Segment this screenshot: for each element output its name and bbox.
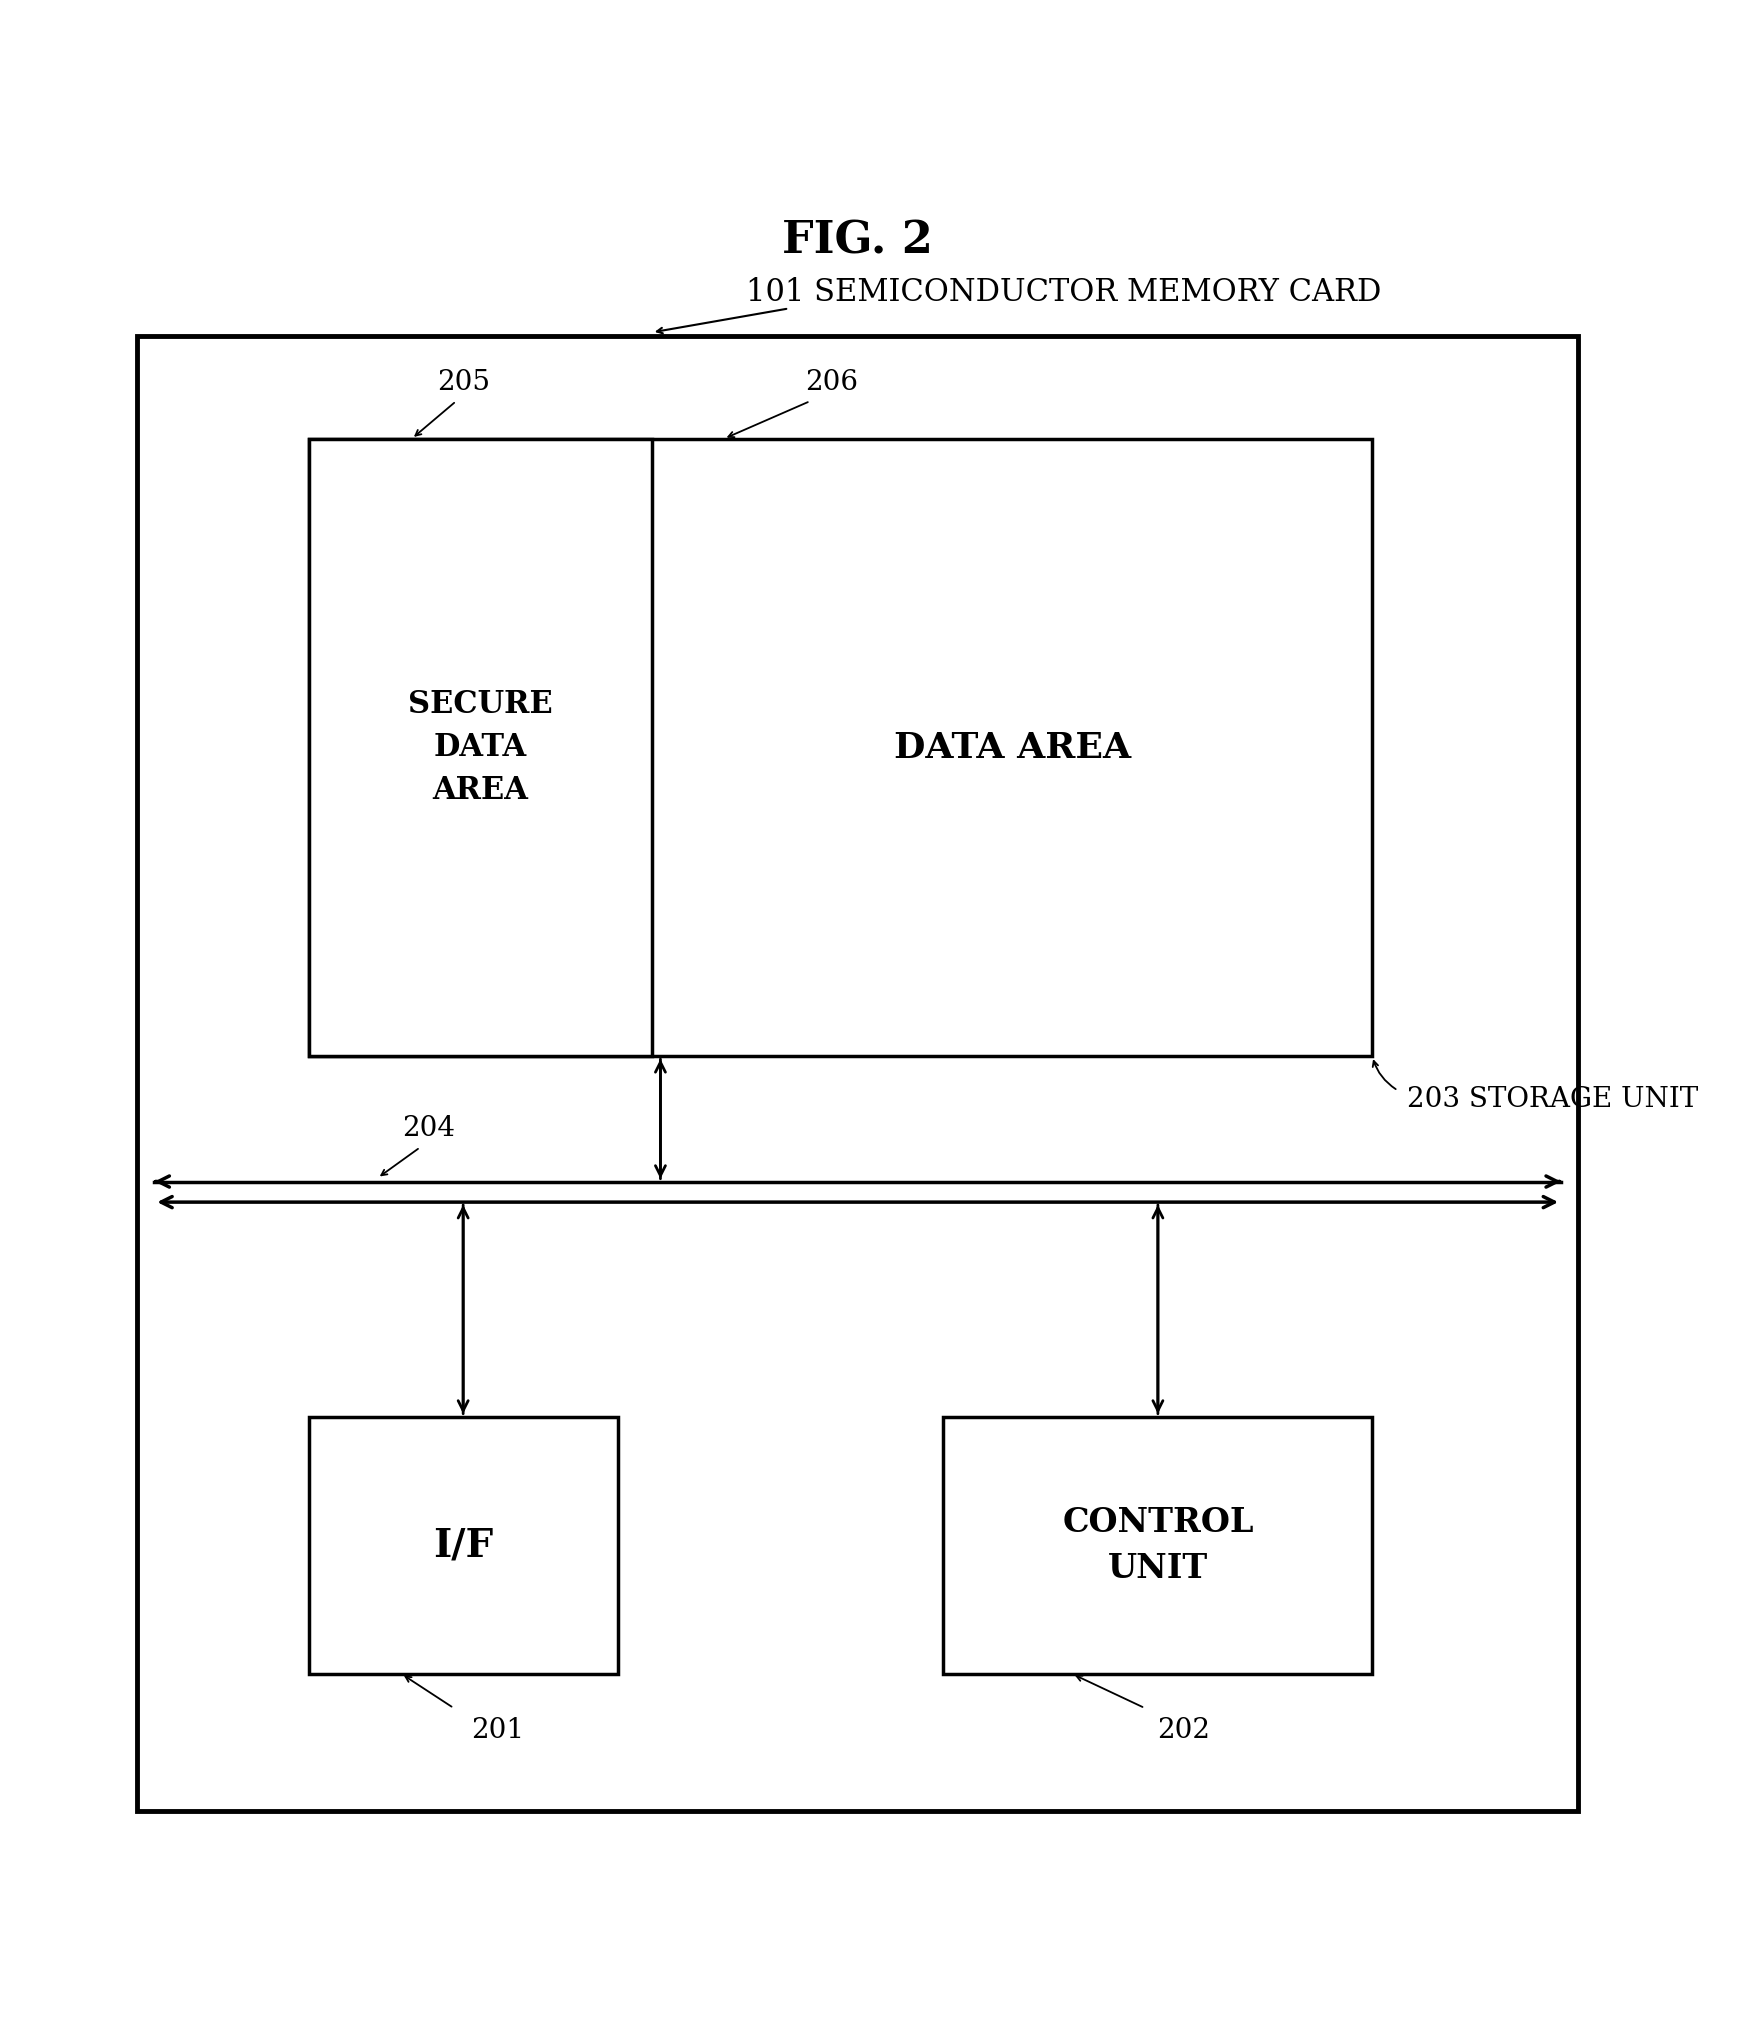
- Text: SECURE
DATA
AREA: SECURE DATA AREA: [409, 689, 553, 805]
- FancyBboxPatch shape: [308, 439, 652, 1057]
- FancyBboxPatch shape: [944, 1416, 1372, 1674]
- Text: 201: 201: [470, 1717, 525, 1744]
- Text: 205: 205: [437, 368, 490, 397]
- FancyBboxPatch shape: [137, 335, 1578, 1811]
- Text: FIG. 2: FIG. 2: [782, 221, 933, 264]
- Text: 204: 204: [402, 1116, 456, 1143]
- FancyBboxPatch shape: [308, 1416, 618, 1674]
- Text: 206: 206: [805, 368, 858, 397]
- Text: DATA AREA: DATA AREA: [893, 730, 1131, 764]
- Text: 101 SEMICONDUCTOR MEMORY CARD: 101 SEMICONDUCTOR MEMORY CARD: [747, 278, 1381, 309]
- Text: 203 STORAGE UNIT: 203 STORAGE UNIT: [1407, 1085, 1698, 1112]
- Text: 202: 202: [1157, 1717, 1210, 1744]
- Text: I/F: I/F: [433, 1527, 493, 1564]
- FancyBboxPatch shape: [308, 439, 1372, 1057]
- Text: CONTROL
UNIT: CONTROL UNIT: [1062, 1506, 1254, 1584]
